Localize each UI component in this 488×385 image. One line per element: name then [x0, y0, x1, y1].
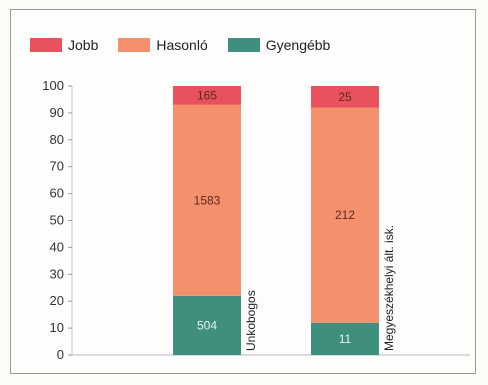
y-tick-label: 10: [50, 320, 64, 335]
legend-swatch-hasonlo: [118, 38, 151, 52]
bar-value-label: 504: [197, 318, 217, 332]
legend-item-hasonlo: Hasonló: [118, 37, 208, 53]
bar-segment-hasonló: [311, 107, 379, 323]
legend-label-gyengebb: Gyengébb: [265, 37, 331, 53]
y-tick-label: 90: [50, 105, 64, 120]
bar-value-label: 25: [338, 90, 352, 104]
bar-segment-jobb: [173, 86, 241, 105]
y-tick-label: 40: [50, 239, 64, 254]
y-tick-label: 60: [50, 186, 64, 201]
bar-segment-jobb: [311, 86, 379, 108]
y-tick-label: 70: [50, 159, 64, 174]
category-label: Unkobogos: [244, 290, 258, 351]
bar-segment-gyengébb: [311, 322, 379, 355]
bars-group: 504 1583 165 11 212 25: [173, 86, 379, 355]
y-tick-label: 80: [50, 132, 64, 147]
category-label: Megyeszékhelyi ált. isk.: [382, 225, 396, 351]
bar-segment-gyengébb: [173, 295, 241, 355]
legend-swatch-jobb: [30, 38, 62, 52]
legend-label-jobb: Jobb: [68, 37, 99, 53]
bar-value-label: 165: [197, 88, 217, 102]
y-tick-label: 50: [50, 213, 64, 228]
y-tick-label: 20: [50, 293, 64, 308]
legend-item-jobb: Jobb: [30, 37, 98, 53]
y-tick-label: 0: [57, 347, 64, 362]
bar-segment-hasonló: [173, 104, 241, 296]
category-labels: Unkobogos Megyeszékhelyi ált. isk.: [244, 225, 396, 351]
bar-value-label: 11: [339, 332, 352, 346]
legend-item-gyengebb: Gyengébb: [227, 37, 331, 53]
bar-value-label: 1583: [194, 193, 221, 207]
chart-legend: Jobb Hasonló Gyengébb: [30, 34, 350, 56]
bar-value-label: 212: [335, 208, 355, 222]
y-tick-label: 30: [50, 266, 64, 281]
legend-label-hasonlo: Hasonló: [156, 37, 208, 53]
y-axis: 0 10 20 30 40 50 60 70 80 90 100: [42, 78, 470, 362]
legend-swatch-gyengebb: [227, 38, 260, 52]
chart-frame: [10, 9, 476, 374]
y-tick-label: 100: [42, 78, 64, 93]
